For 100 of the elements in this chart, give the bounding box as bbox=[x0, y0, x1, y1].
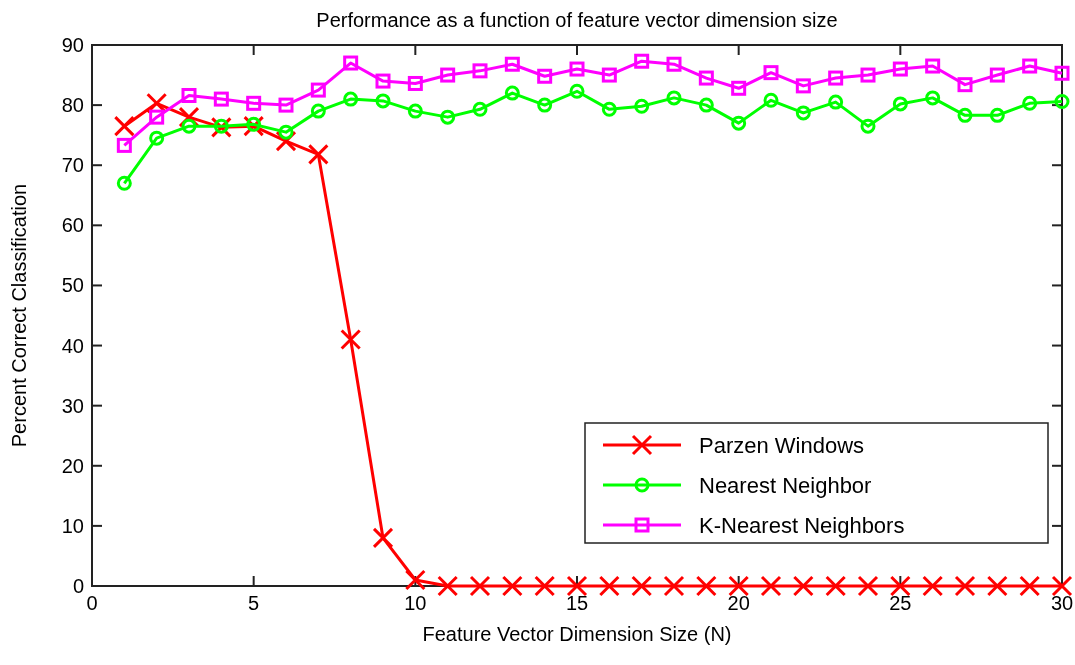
point bbox=[375, 93, 391, 109]
point bbox=[631, 575, 653, 597]
x-axis-title: Feature Vector Dimension Size (N) bbox=[422, 623, 732, 645]
point bbox=[504, 85, 520, 101]
point bbox=[566, 575, 588, 597]
y-tick-label: 40 bbox=[61, 334, 84, 357]
x-tick-label: 0 bbox=[86, 592, 98, 614]
y-tick-label: 10 bbox=[61, 514, 84, 537]
point bbox=[569, 61, 585, 77]
y-tick-label: 70 bbox=[61, 154, 84, 177]
point bbox=[1054, 94, 1070, 109]
point bbox=[181, 118, 197, 134]
point bbox=[472, 101, 488, 117]
x-tick-label: 10 bbox=[404, 592, 427, 614]
point bbox=[534, 575, 556, 597]
point bbox=[149, 130, 165, 146]
point bbox=[695, 575, 717, 597]
point bbox=[860, 67, 876, 83]
point bbox=[278, 97, 294, 113]
x-tick-label: 5 bbox=[248, 592, 260, 614]
y-tick-label: 80 bbox=[61, 94, 84, 117]
point bbox=[440, 67, 456, 83]
point bbox=[537, 68, 553, 84]
point bbox=[922, 575, 944, 597]
point bbox=[957, 77, 973, 93]
point bbox=[698, 97, 714, 113]
chart-title: Performance as a function of feature vector dimension size bbox=[316, 9, 838, 31]
point bbox=[925, 58, 941, 74]
point bbox=[601, 101, 617, 117]
point bbox=[989, 67, 1005, 83]
y-tick-label: 90 bbox=[61, 34, 84, 56]
point bbox=[407, 103, 423, 119]
point bbox=[340, 329, 362, 351]
point bbox=[343, 91, 359, 107]
point bbox=[569, 83, 585, 99]
point bbox=[310, 103, 326, 119]
point bbox=[472, 63, 488, 79]
point bbox=[375, 73, 391, 89]
point bbox=[698, 70, 714, 86]
point bbox=[504, 56, 520, 72]
point bbox=[440, 109, 456, 125]
point bbox=[1022, 58, 1038, 74]
legend-label: K-Nearest Neighbors bbox=[699, 512, 905, 538]
point bbox=[213, 91, 229, 107]
point bbox=[986, 575, 1008, 597]
point bbox=[957, 107, 973, 123]
y-tick-label: 0 bbox=[72, 575, 84, 597]
point bbox=[795, 78, 811, 94]
point bbox=[634, 53, 650, 69]
point bbox=[116, 137, 132, 153]
point bbox=[825, 575, 847, 597]
point bbox=[731, 115, 747, 131]
point bbox=[728, 575, 750, 597]
point bbox=[537, 97, 553, 113]
point bbox=[666, 56, 682, 72]
point bbox=[828, 70, 844, 86]
x-tick-label: 30 bbox=[1050, 592, 1074, 614]
x-tick-label: 20 bbox=[727, 592, 750, 614]
point bbox=[246, 116, 262, 132]
x-tick-label: 15 bbox=[565, 592, 589, 614]
y-tick-label: 50 bbox=[61, 274, 84, 297]
point bbox=[792, 575, 814, 597]
point bbox=[407, 75, 423, 91]
x-tick-label: 25 bbox=[889, 592, 912, 614]
point bbox=[889, 575, 911, 597]
y-tick-label: 30 bbox=[61, 394, 84, 417]
point bbox=[1022, 95, 1038, 111]
point bbox=[860, 118, 876, 134]
point bbox=[1019, 575, 1041, 597]
point bbox=[113, 115, 135, 137]
point bbox=[989, 107, 1005, 123]
point bbox=[925, 90, 941, 106]
point bbox=[372, 527, 394, 549]
legend-label: Parzen Windows bbox=[699, 432, 865, 458]
point bbox=[760, 575, 782, 597]
legend-label: Nearest Neighbor bbox=[699, 472, 872, 498]
point bbox=[954, 575, 976, 597]
point bbox=[795, 105, 811, 121]
point bbox=[278, 124, 294, 140]
point bbox=[892, 61, 908, 77]
y-tick-label: 60 bbox=[61, 214, 84, 237]
point bbox=[246, 95, 262, 111]
point bbox=[116, 175, 132, 191]
point bbox=[598, 575, 620, 597]
point bbox=[857, 575, 879, 597]
point bbox=[437, 575, 459, 597]
point bbox=[892, 96, 908, 112]
point bbox=[1051, 575, 1073, 597]
point bbox=[149, 109, 165, 125]
point bbox=[663, 575, 685, 597]
point bbox=[763, 65, 779, 81]
point bbox=[307, 143, 329, 165]
point bbox=[731, 80, 747, 96]
y-axis-title: Percent Correct Classification bbox=[8, 183, 30, 448]
point bbox=[310, 82, 326, 98]
point bbox=[1054, 65, 1070, 81]
point bbox=[404, 569, 426, 591]
y-tick-label: 20 bbox=[61, 454, 84, 477]
point bbox=[666, 90, 682, 106]
point bbox=[763, 92, 779, 108]
